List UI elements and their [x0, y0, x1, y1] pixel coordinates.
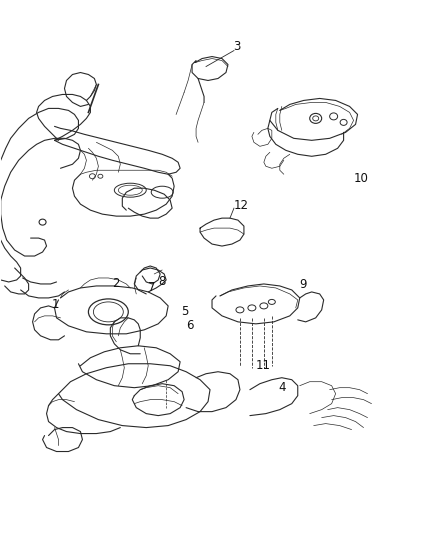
Text: 8: 8: [158, 276, 166, 288]
Text: 7: 7: [148, 281, 155, 294]
Text: 12: 12: [233, 199, 248, 212]
Text: 11: 11: [255, 359, 270, 372]
Text: 5: 5: [181, 305, 188, 318]
Text: 1: 1: [52, 298, 59, 311]
Text: 6: 6: [186, 319, 194, 333]
Text: 4: 4: [277, 381, 285, 394]
Text: 10: 10: [353, 172, 368, 185]
Text: 2: 2: [112, 278, 120, 290]
Text: 9: 9: [298, 278, 306, 292]
Text: 3: 3: [233, 40, 240, 53]
